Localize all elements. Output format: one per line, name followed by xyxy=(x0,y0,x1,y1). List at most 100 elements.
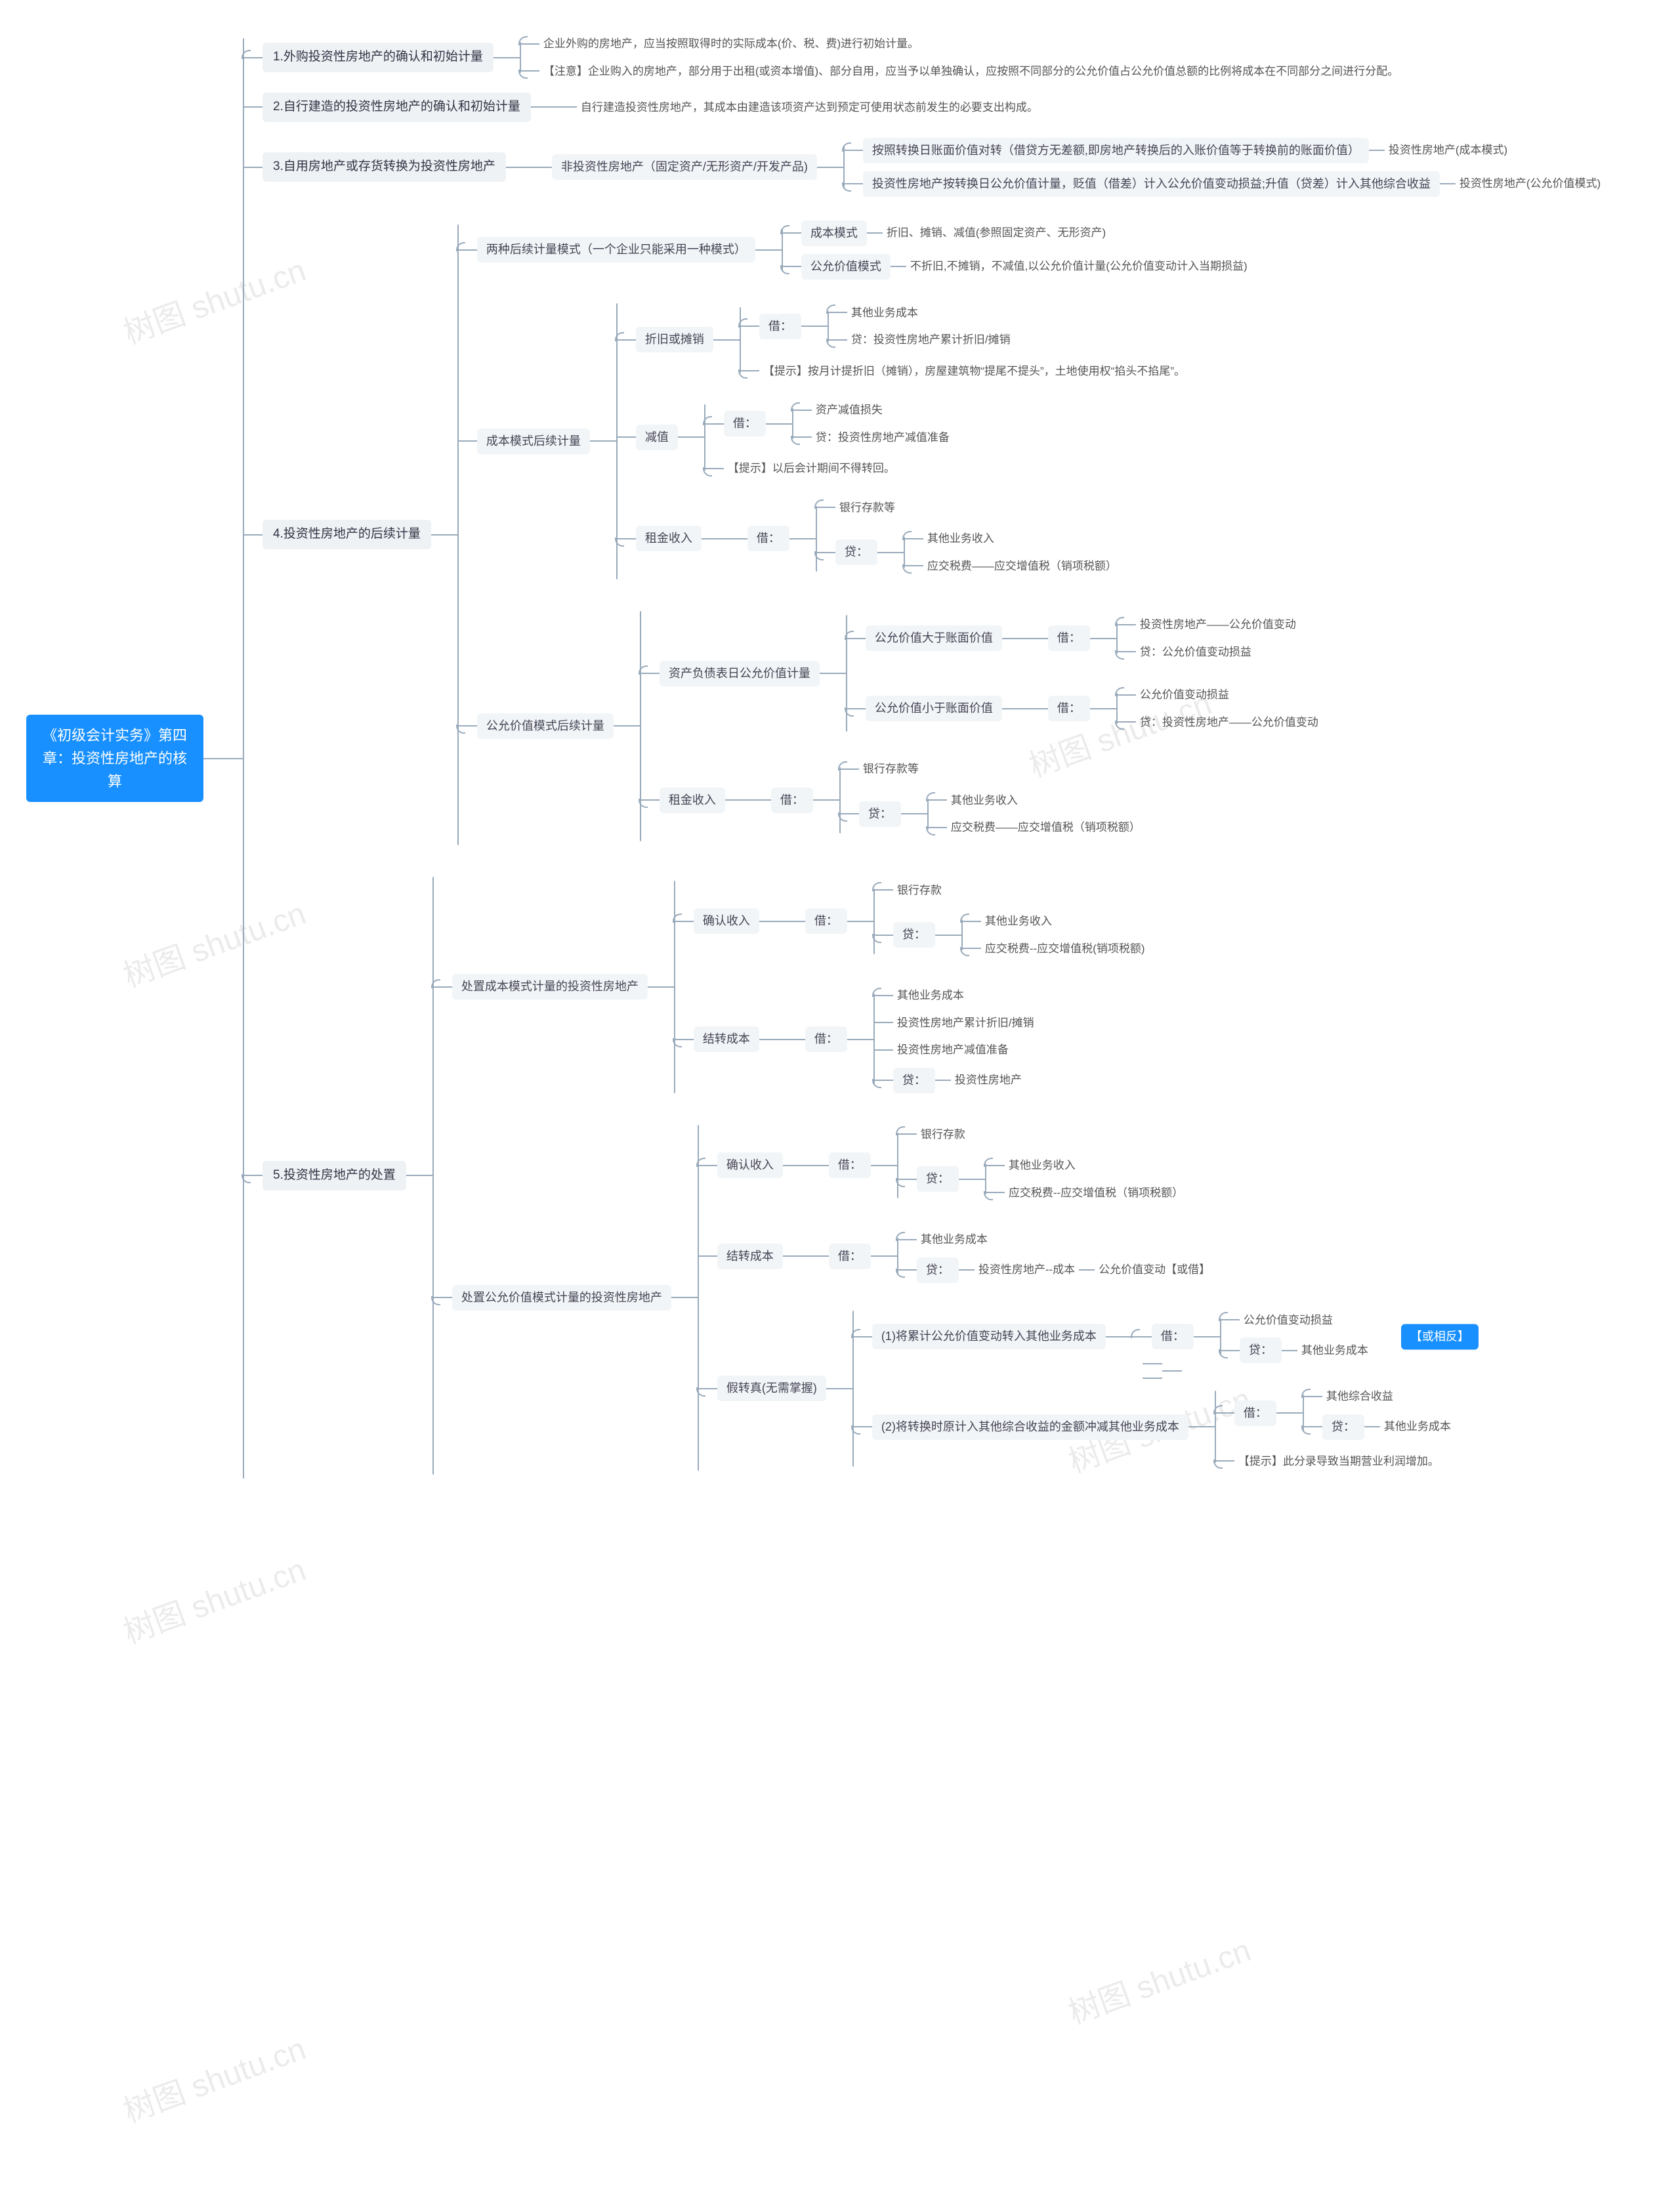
section-row: 3.自用房地产或存货转换为投资性房地产非投资性房地产（固定资产/无形资产/开发产… xyxy=(243,130,1605,205)
branch-node: 借： xyxy=(829,1244,871,1269)
connector xyxy=(901,813,927,814)
leaf-node: 自行建造投资性房地产，其成本由建造该项资产达到预定可使用状态前发生的必要支出构成… xyxy=(577,98,1042,117)
leaf-node: 其他业务收入 xyxy=(923,529,998,549)
connector xyxy=(648,986,674,988)
children-group: 其他业务收入应交税费--应交增值税（销项税额） xyxy=(985,1152,1187,1206)
connector xyxy=(671,1297,698,1298)
branch-node: (2)将转换时原计入其他综合收益的金额冲减其他业务成本 xyxy=(872,1414,1188,1440)
section-node: 2.自行建造的投资性房地产的确认和初始计量 xyxy=(262,93,531,122)
child-row: 银行存款等 xyxy=(839,759,1144,779)
child-row: 贷：其他业务成本 xyxy=(1220,1337,1372,1363)
connector xyxy=(847,921,873,922)
leaf-node: 投资性房地产——公允价值变动 xyxy=(1136,615,1300,635)
child-row: 贷：其他业务收入应交税费——应交增值税（销项税额） xyxy=(839,787,1144,841)
child-row: 结转成本借：其他业务成本贷：投资性房地产--成本公允价值变动【或借】 xyxy=(698,1222,1455,1291)
branch-node: 确认收入 xyxy=(717,1152,783,1178)
connector xyxy=(1364,1426,1380,1427)
child-row: 贷： 投资性房地产 xyxy=(873,1068,1038,1093)
connector xyxy=(713,339,740,341)
section-row: 4.投资性房地产的后续计量两种后续计量模式（一个企业只能采用一种模式）成本模式折… xyxy=(243,213,1605,857)
children-group: 借：公允价值变动损益贷：其他业务成本【或相反】 xyxy=(1132,1303,1372,1372)
branch-node: 投资性房地产按转换日公允价值计量，贬值（借差）计入公允价值变动损益;升值（贷差）… xyxy=(863,171,1440,197)
leaf-node: 应交税费--应交增值税（销项税额） xyxy=(1005,1183,1187,1203)
branch-node: 贷： xyxy=(893,1068,935,1093)
child-row: 应交税费--应交增值税（销项税额） xyxy=(985,1183,1187,1203)
connector xyxy=(1369,150,1385,151)
child-row: 按照转换日账面价值对转（借贷方无差额,即房地产转换后的入账价值等于转换前的账面价… xyxy=(843,138,1605,163)
connector xyxy=(789,538,816,539)
branch-node: 租金收入 xyxy=(660,788,725,813)
child-row: 【提示】此分录导致当期营业利润增加。 xyxy=(1215,1452,1455,1471)
connector xyxy=(817,167,843,168)
child-row: 借：银行存款等贷：其他业务收入应交税费——应交增值税（销项税额） xyxy=(728,494,1121,584)
connector xyxy=(935,935,961,936)
connector xyxy=(935,1080,951,1081)
leaf-node: 不折旧,不摊销，不减值,以公允价值计量(公允价值变动计入当期损益) xyxy=(906,257,1251,276)
connector xyxy=(1002,638,1028,639)
sections-group: 1.外购投资性房地产的确认和初始计量企业外购的房地产，应当按照取得时的实际成本(… xyxy=(243,26,1605,1490)
children-group: 处置成本模式计量的投资性房地产确认收入借：银行存款贷：其他业务收入应交税费--应… xyxy=(432,865,1455,1487)
branch-node: 借： xyxy=(1048,625,1090,651)
branch-node: 贷： xyxy=(1322,1414,1364,1440)
children-group: 按照转换日账面价值对转（借贷方无差额,即房地产转换后的入账价值等于转换前的账面价… xyxy=(843,134,1605,201)
connector xyxy=(871,1165,897,1166)
child-row: 贷：其他业务收入应交税费——应交增值税（销项税额） xyxy=(816,525,1121,579)
branch-node: 贷： xyxy=(917,1166,959,1192)
leaf-node: 公允价值变动损益 xyxy=(1136,685,1233,705)
branch-node: 借： xyxy=(805,1026,847,1052)
child-row: 资产减值损失 xyxy=(792,400,954,420)
connector xyxy=(801,326,828,327)
child-row: 公允价值变动损益 xyxy=(1220,1311,1372,1330)
child-row: 公允价值小于账面价值借：公允价值变动损益贷：投资性房地产——公允价值变动 xyxy=(846,677,1322,740)
leaf-node: 【提示】按月计提折旧（摊销），房屋建筑物“提尾不提头”，土地使用权“掐头不掐尾”… xyxy=(759,362,1189,381)
connector xyxy=(406,1175,432,1176)
child-row: 贷：投资性房地产减值准备 xyxy=(792,428,954,448)
branch-node: 公允价值模式后续计量 xyxy=(477,713,614,739)
connector xyxy=(826,1388,852,1389)
child-row: 减值借：资产减值损失贷：投资性房地产减值准备【提示】以后会计期间不得转回。 xyxy=(616,392,1189,482)
child-row: 租金收入借：银行存款等贷：其他业务收入应交税费——应交增值税（销项税额） xyxy=(616,490,1189,588)
children-group: 两种后续计量模式（一个企业只能采用一种模式）成本模式折旧、摊销、减值(参照固定资… xyxy=(457,213,1322,857)
branch-node: 资产负债表日公允价值计量 xyxy=(660,661,820,686)
children-group: 资产负债表日公允价值计量公允价值大于账面价值借：投资性房地产——公允价值变动贷：… xyxy=(640,599,1322,853)
connector xyxy=(759,1039,786,1040)
child-row: 结转成本借：其他业务成本投资性房地产累计折旧/摊销投资性房地产减值准备贷：投资性… xyxy=(674,978,1149,1101)
leaf-node: 资产减值损失 xyxy=(812,400,887,420)
children-group: 确认收入借：银行存款贷：其他业务收入应交税费--应交增值税（销项税额）结转成本借… xyxy=(698,1113,1455,1483)
connector xyxy=(820,673,846,674)
child-row: 其他业务成本 xyxy=(897,1230,1214,1250)
connector xyxy=(783,1255,809,1257)
branch-node: 两种后续计量模式（一个企业只能采用一种模式） xyxy=(477,237,755,263)
child-row: 借：其他综合收益贷：其他业务成本 xyxy=(1215,1383,1455,1444)
children-group: 投资性房地产——公允价值变动贷：公允价值变动损益 xyxy=(1116,611,1300,665)
child-row: 贷： 其他业务收入应交税费--应交增值税（销项税额） xyxy=(897,1152,1187,1206)
connector xyxy=(871,1255,897,1257)
connector xyxy=(678,436,704,438)
child-row: 【注意】企业购入的房地产，部分用于出租(或资本增值)、部分自用，应当予以单独确认… xyxy=(520,62,1402,81)
leaf-node: 银行存款等 xyxy=(835,498,899,518)
leaf-node: 其他业务成本 xyxy=(1380,1417,1455,1437)
child-row: 租金收入借：银行存款等贷：其他业务收入应交税费——应交增值税（销项税额） xyxy=(640,751,1322,849)
section-node: 5.投资性房地产的处置 xyxy=(262,1161,406,1190)
leaf-node: 贷：投资性房地产累计折旧/摊销 xyxy=(847,330,1015,350)
leaf-node: 贷：公允价值变动损益 xyxy=(1136,642,1255,662)
branch-node: 假转真(无需掌握) xyxy=(717,1376,826,1401)
children-group: 借：其他综合收益贷：其他业务成本【提示】此分录导致当期营业利润增加。 xyxy=(1215,1379,1455,1475)
child-row: 企业外购的房地产，应当按照取得时的实际成本(价、税、费)进行初始计量。 xyxy=(520,34,1402,54)
leaf-node: 其他业务成本 xyxy=(1297,1341,1372,1360)
connector xyxy=(506,167,532,168)
leaf-node: 投资性房地产--成本 xyxy=(975,1260,1079,1280)
connector xyxy=(1440,183,1456,184)
children-group: 其他综合收益贷：其他业务成本 xyxy=(1303,1383,1455,1444)
connector xyxy=(759,921,786,922)
branch-node: 借： xyxy=(805,908,847,934)
leaf-node: 投资性房地产 xyxy=(951,1070,1026,1090)
child-row: 折旧或摊销借：其他业务成本贷：投资性房地产累计折旧/摊销【提示】按月计提折旧（摊… xyxy=(616,295,1189,385)
children-group: 银行存款贷：其他业务收入应交税费--应交增值税(销项税额) xyxy=(873,877,1149,967)
leaf-node: 其他业务成本 xyxy=(893,986,968,1005)
child-row: 借：其他业务成本贷：投资性房地产--成本公允价值变动【或借】 xyxy=(809,1226,1214,1287)
leaf-node: 其他业务成本 xyxy=(917,1230,992,1250)
child-row: 借：公允价值变动损益贷：投资性房地产——公允价值变动 xyxy=(1028,681,1322,736)
leaf-node: 公允价值变动【或借】 xyxy=(1095,1260,1214,1280)
connector xyxy=(1079,1269,1095,1271)
